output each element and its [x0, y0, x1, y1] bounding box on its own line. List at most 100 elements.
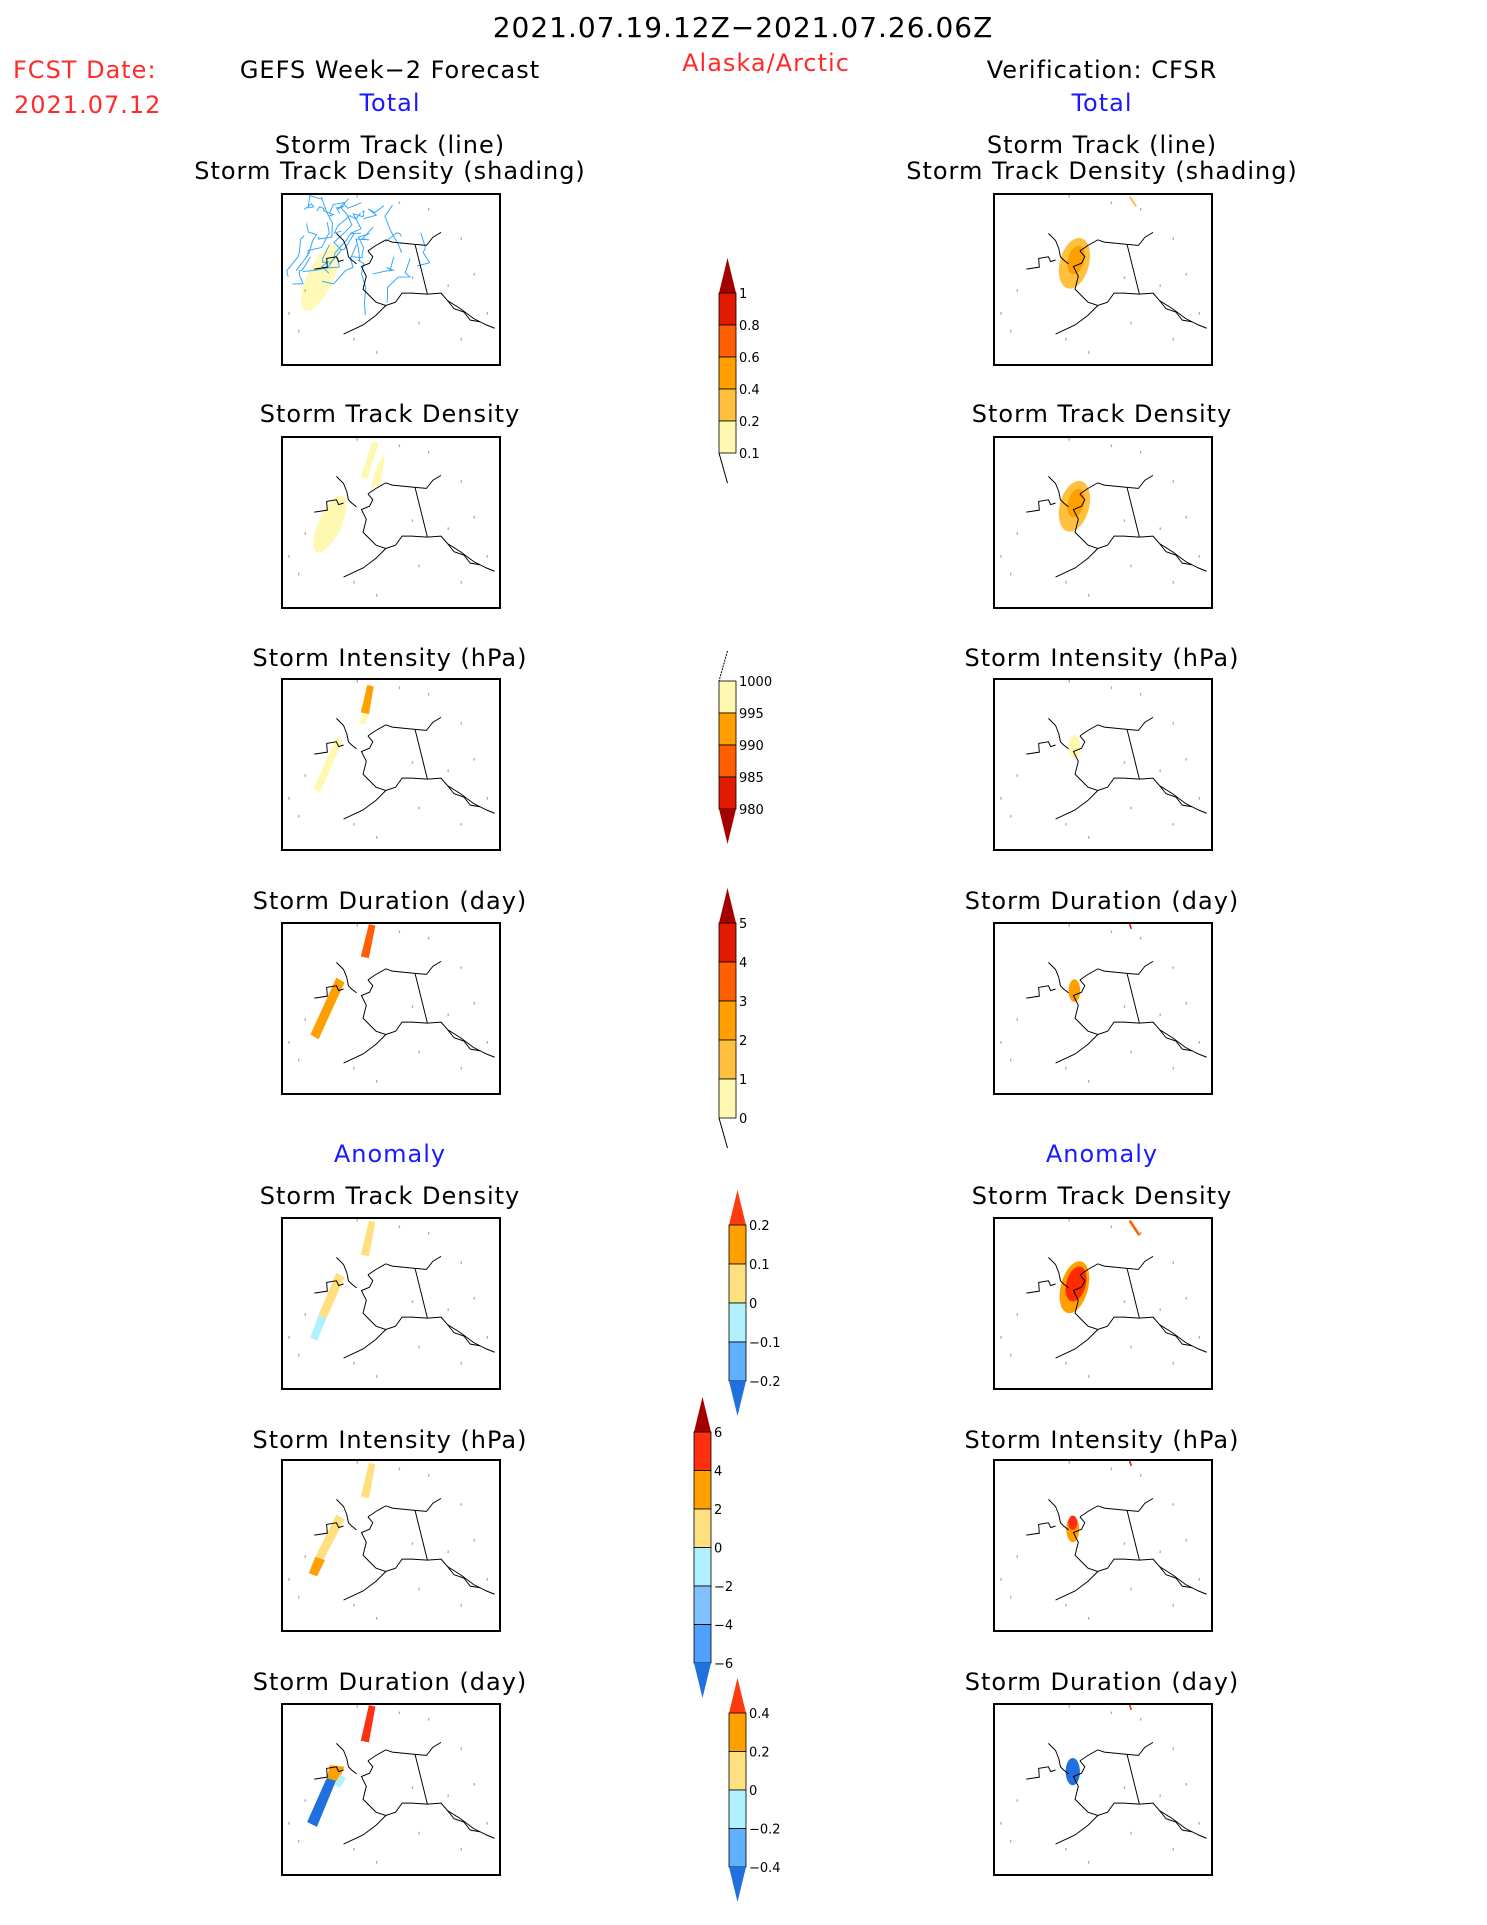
anomaly-shading	[1059, 1219, 1141, 1314]
colorbar-tick-label: 0.4	[739, 383, 760, 398]
colorbar-intensity-anomaly: 6 4 2 0 −2 −4 −6	[693, 1397, 733, 1698]
panel-title: Storm Intensity (hPa)	[964, 644, 1240, 672]
storm-track-line	[295, 222, 330, 271]
region-label: Alaska/Arctic	[682, 49, 850, 77]
colorbar-segment	[728, 1712, 747, 1752]
intensity-shading	[313, 684, 374, 793]
colorbar-segment	[693, 1624, 712, 1664]
right-column-heading: Verification: CFSR	[986, 56, 1218, 84]
colorbar-tail	[718, 650, 728, 682]
storm-track-line	[302, 257, 340, 273]
storm-track-line	[363, 205, 385, 220]
colorbar-tip-top	[729, 1678, 746, 1713]
storm-track-line	[386, 258, 412, 303]
colorbar-tick-label: −0.1	[749, 1336, 781, 1351]
right-anomaly-label: Anomaly	[1045, 1140, 1159, 1168]
colorbar-segment	[693, 1508, 712, 1548]
colorbar-tick-label: 0.2	[749, 1746, 770, 1761]
storm-track-line	[335, 198, 350, 214]
anomaly-shading	[308, 1462, 376, 1577]
colorbar-segment	[718, 292, 737, 326]
storm-track-line	[329, 232, 355, 264]
panel-title: Storm Intensity (hPa)	[252, 1426, 528, 1454]
colorbar-density-anomaly: 0.2 0.1 0 −0.1 −0.2	[728, 1190, 781, 1416]
anomaly-shading	[1065, 1705, 1133, 1786]
colorbar-segment	[718, 1039, 737, 1080]
colorbar-segment	[718, 420, 737, 454]
colorbar-tick-label: 5	[739, 917, 747, 932]
panel-title: Storm Intensity (hPa)	[252, 644, 528, 672]
density-shading	[1058, 196, 1137, 289]
storm-track-line	[372, 256, 396, 275]
colorbar-tick-label: 0	[749, 1784, 757, 1799]
colorbar-segment	[728, 1751, 747, 1791]
density-shading	[300, 245, 340, 311]
colorbar-tick-label: 0.1	[749, 1258, 770, 1273]
colorbar-tick-label: 0.1	[739, 447, 760, 462]
colorbar-tip-bottom	[719, 809, 736, 844]
storm-track-line	[286, 235, 305, 277]
valid-period-title: 2021.07.19.12Z−2021.07.26.06Z	[492, 11, 994, 44]
anomaly-shading	[1066, 1461, 1133, 1543]
map-forecast-track	[281, 193, 501, 366]
storm-track-line	[417, 232, 431, 267]
map-verification-intensity	[993, 678, 1213, 851]
colorbar-tick-label: 2	[739, 1034, 747, 1049]
colorbar-tick-label: 1	[739, 1073, 747, 1088]
colorbar-tick-label: −2	[714, 1580, 733, 1595]
colorbar-tick-label: 4	[714, 1465, 722, 1480]
panel-title: Storm Track Density	[971, 1182, 1233, 1210]
storm-track-line	[349, 210, 365, 234]
colorbar-tick-label: 6	[714, 1426, 722, 1441]
fcst-date-value: 2021.07.12	[14, 91, 162, 119]
colorbar-tick-label: 0	[739, 1112, 747, 1127]
intensity-shading	[1068, 735, 1081, 758]
storm-track-line	[333, 212, 361, 234]
storm-track-line	[305, 223, 318, 258]
colorbar-segment	[718, 388, 737, 422]
storm-track-line	[329, 201, 362, 214]
colorbar-segment	[718, 324, 737, 358]
map-verification-density-anomaly	[993, 1217, 1213, 1390]
colorbar-segment	[718, 922, 737, 963]
anomaly-shading	[307, 1705, 376, 1827]
colorbar-tick-label: 0.4	[749, 1707, 770, 1722]
colorbar-segment	[728, 1341, 747, 1382]
colorbar-tip-top	[719, 258, 736, 293]
colorbar-tick-label: −4	[714, 1619, 733, 1634]
panel-title: Storm Duration (day)	[964, 887, 1240, 915]
colorbar-tick-label: 0	[749, 1297, 757, 1312]
colorbar-segment	[693, 1431, 712, 1471]
colorbar-tick-label: 0.2	[739, 415, 760, 430]
duration-shading	[310, 924, 376, 1040]
colorbar-tip-top	[719, 888, 736, 923]
storm-track-line	[317, 196, 333, 240]
panel-title: Storm Intensity (hPa)	[964, 1426, 1240, 1454]
map-forecast-intensity	[281, 678, 501, 851]
colorbar-tick-label: 995	[739, 707, 764, 722]
colorbar-tail	[718, 452, 728, 484]
map-verification-duration	[993, 922, 1213, 1095]
colorbar-segment	[718, 776, 737, 810]
panel-title: Storm Track Density	[971, 400, 1233, 428]
panel-title: Storm Track Density (shading)	[194, 157, 586, 185]
storm-track-line	[350, 233, 370, 259]
anomaly-shading	[310, 1220, 376, 1341]
colorbar-tick-label: 0.2	[749, 1219, 770, 1234]
left-column-heading: GEFS Week−2 Forecast	[239, 56, 541, 84]
colorbar-density: 1 0.8 0.6 0.4 0.2 0.1	[718, 258, 760, 484]
map-verification-intensity-anomaly	[993, 1459, 1213, 1632]
map-forecast-duration	[281, 922, 501, 1095]
map-verification-density	[993, 436, 1213, 609]
colorbar-segment	[718, 680, 737, 714]
right-total-label: Total	[1071, 89, 1133, 117]
fcst-date-label: FCST Date:	[13, 56, 157, 84]
left-anomaly-label: Anomaly	[333, 1140, 447, 1168]
storm-track-line	[316, 206, 335, 217]
colorbar-segment	[718, 1078, 737, 1119]
colorbar-segment	[728, 1302, 747, 1343]
colorbar-tip-top	[729, 1190, 746, 1225]
colorbar-segment	[718, 1000, 737, 1041]
storm-track-line	[333, 206, 353, 251]
map-forecast-intensity-anomaly	[281, 1459, 501, 1632]
